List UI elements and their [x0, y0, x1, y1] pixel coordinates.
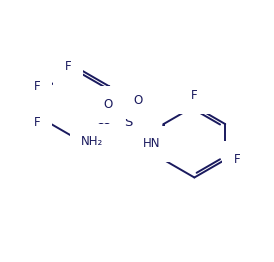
Text: HN: HN: [143, 137, 161, 150]
Text: O: O: [104, 98, 113, 111]
Text: O: O: [133, 94, 142, 107]
Text: F: F: [64, 60, 71, 73]
Text: F: F: [34, 80, 40, 93]
Text: F: F: [234, 153, 240, 166]
Text: NH₂: NH₂: [81, 135, 104, 148]
Text: F: F: [191, 89, 198, 102]
Text: F: F: [34, 116, 40, 129]
Text: S: S: [124, 116, 132, 129]
